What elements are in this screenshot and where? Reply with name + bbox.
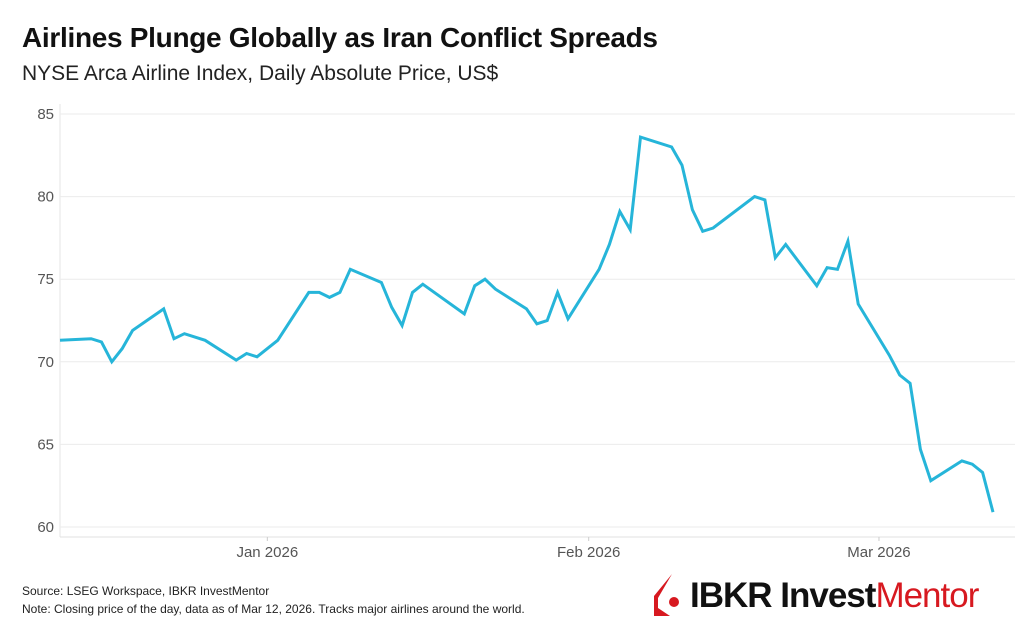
y-tick-label: 65: [37, 436, 54, 453]
price-line: [59, 135, 995, 513]
y-tick-label: 80: [37, 189, 54, 206]
x-tick-label: Feb 2026: [557, 544, 620, 561]
y-tick-label: 75: [37, 271, 54, 288]
source-note: Source: LSEG Workspace, IBKR InvestMento…: [22, 584, 270, 598]
y-tick-label: 85: [37, 106, 54, 123]
footnote: Note: Closing price of the day, data as …: [22, 602, 525, 616]
ibkr-investmentor-logo: IBKR InvestMentor: [652, 574, 979, 618]
logo-text-mentor: Mentor: [875, 576, 979, 615]
logo-text-ibkr: IBKR Invest: [690, 576, 876, 615]
chart-subtitle: NYSE Arca Airline Index, Daily Absolute …: [22, 62, 499, 85]
y-tick-label: 60: [37, 519, 54, 536]
chart-title: Airlines Plunge Globally as Iran Conflic…: [22, 22, 658, 53]
ibkr-logo-icon: [654, 574, 679, 616]
x-tick-label: Mar 2026: [847, 544, 910, 561]
x-tick-label: Jan 2026: [236, 544, 298, 561]
y-tick-label: 70: [37, 354, 54, 371]
